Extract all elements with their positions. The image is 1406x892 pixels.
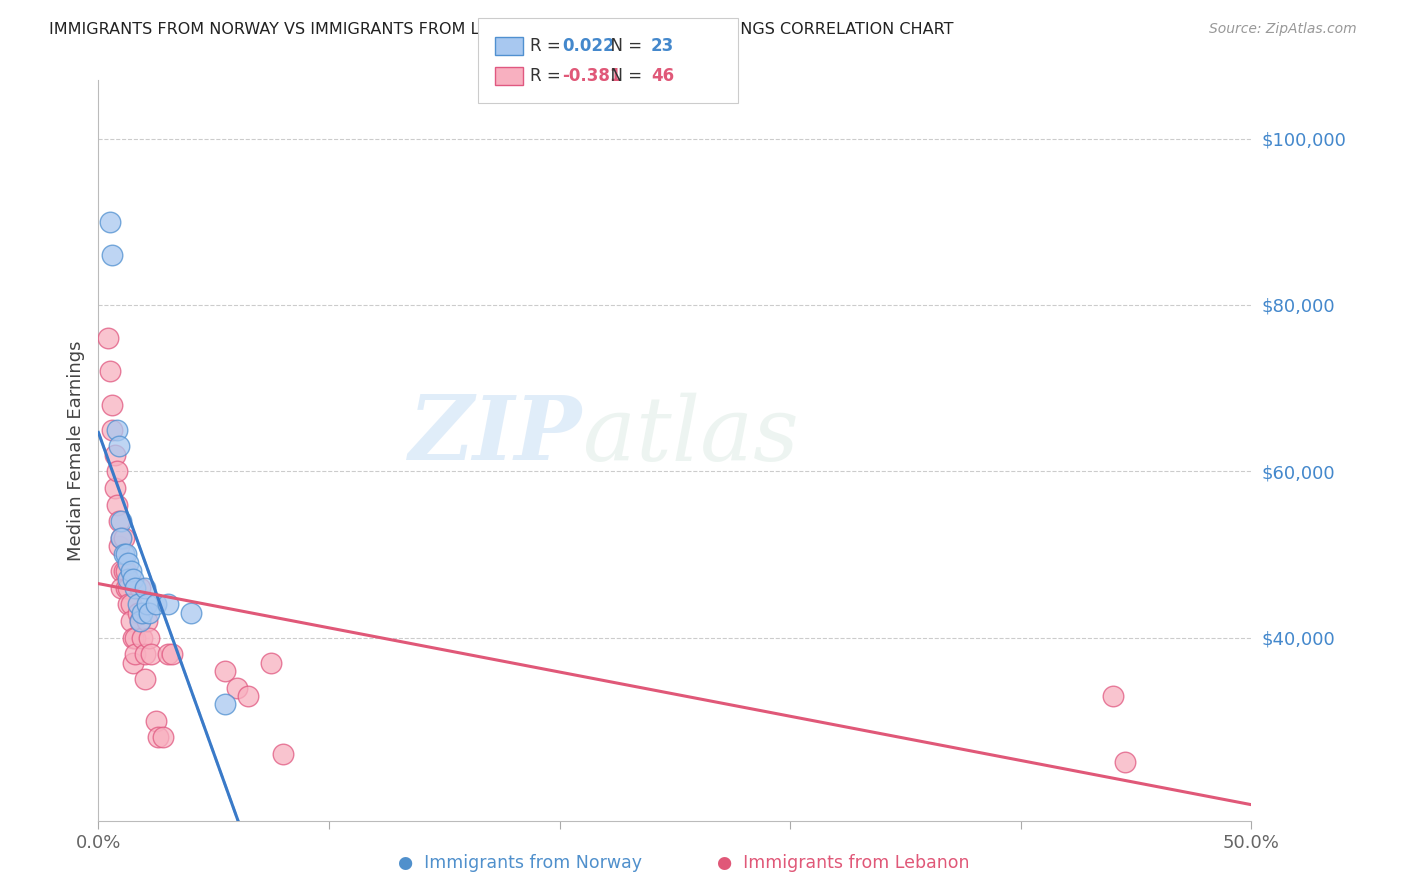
- Point: [110, 531, 132, 545]
- Point: [117, 598, 139, 612]
- Point: [98, 364, 121, 378]
- Point: [271, 747, 294, 761]
- Point: [105, 423, 128, 437]
- Point: [124, 631, 146, 645]
- Point: [145, 598, 167, 612]
- Point: [156, 647, 179, 661]
- Point: [131, 631, 153, 645]
- Text: ZIP: ZIP: [409, 392, 582, 479]
- Point: [131, 606, 153, 620]
- Point: [1114, 756, 1136, 770]
- Point: [148, 731, 170, 745]
- Point: [225, 681, 247, 695]
- Point: [105, 498, 128, 512]
- Text: R =: R =: [530, 67, 567, 85]
- Point: [1102, 689, 1125, 703]
- Text: 46: 46: [651, 67, 673, 85]
- Point: [135, 614, 157, 628]
- Point: [135, 598, 157, 612]
- Point: [97, 331, 120, 345]
- Point: [127, 598, 149, 612]
- Point: [115, 548, 138, 562]
- Point: [124, 581, 146, 595]
- Point: [98, 215, 121, 229]
- Point: [103, 448, 125, 462]
- Point: [238, 689, 260, 703]
- Point: [129, 614, 152, 628]
- Point: [110, 531, 132, 545]
- Point: [120, 598, 142, 612]
- Y-axis label: Median Female Earnings: Median Female Earnings: [66, 340, 84, 561]
- Point: [138, 631, 160, 645]
- Point: [115, 564, 138, 578]
- Text: -0.381: -0.381: [562, 67, 621, 85]
- Text: IMMIGRANTS FROM NORWAY VS IMMIGRANTS FROM LEBANON MEDIAN FEMALE EARNINGS CORRELA: IMMIGRANTS FROM NORWAY VS IMMIGRANTS FRO…: [49, 22, 953, 37]
- Text: N =: N =: [600, 37, 648, 55]
- Text: Source: ZipAtlas.com: Source: ZipAtlas.com: [1209, 22, 1357, 37]
- Point: [129, 581, 152, 595]
- Point: [112, 564, 135, 578]
- Point: [129, 614, 152, 628]
- Point: [134, 647, 156, 661]
- Point: [122, 573, 145, 587]
- Point: [152, 731, 174, 745]
- Point: [134, 581, 156, 595]
- Point: [122, 631, 145, 645]
- Point: [108, 439, 131, 453]
- Text: ●  Immigrants from Norway: ● Immigrants from Norway: [398, 855, 643, 872]
- Point: [117, 581, 139, 595]
- Point: [117, 573, 139, 587]
- Point: [145, 714, 167, 728]
- Point: [110, 514, 132, 528]
- Point: [105, 464, 128, 478]
- Point: [120, 614, 142, 628]
- Point: [260, 656, 283, 670]
- Point: [112, 531, 135, 545]
- Text: 23: 23: [651, 37, 675, 55]
- Point: [214, 697, 236, 711]
- Point: [108, 539, 131, 553]
- Point: [156, 598, 179, 612]
- Point: [117, 556, 139, 570]
- Point: [134, 672, 156, 686]
- Point: [120, 564, 142, 578]
- Text: ●  Immigrants from Lebanon: ● Immigrants from Lebanon: [717, 855, 970, 872]
- Point: [214, 664, 236, 678]
- Point: [110, 581, 132, 595]
- Point: [101, 398, 124, 412]
- Point: [112, 548, 135, 562]
- Point: [103, 481, 125, 495]
- Point: [115, 581, 138, 595]
- Text: N =: N =: [600, 67, 648, 85]
- Point: [141, 647, 163, 661]
- Point: [108, 514, 131, 528]
- Point: [101, 248, 124, 262]
- Point: [122, 656, 145, 670]
- Point: [138, 606, 160, 620]
- Point: [180, 606, 202, 620]
- Text: R =: R =: [530, 37, 567, 55]
- Point: [160, 647, 183, 661]
- Point: [101, 423, 124, 437]
- Text: atlas: atlas: [582, 392, 799, 479]
- Point: [124, 647, 146, 661]
- Point: [110, 564, 132, 578]
- Point: [127, 606, 149, 620]
- Text: 0.022: 0.022: [562, 37, 614, 55]
